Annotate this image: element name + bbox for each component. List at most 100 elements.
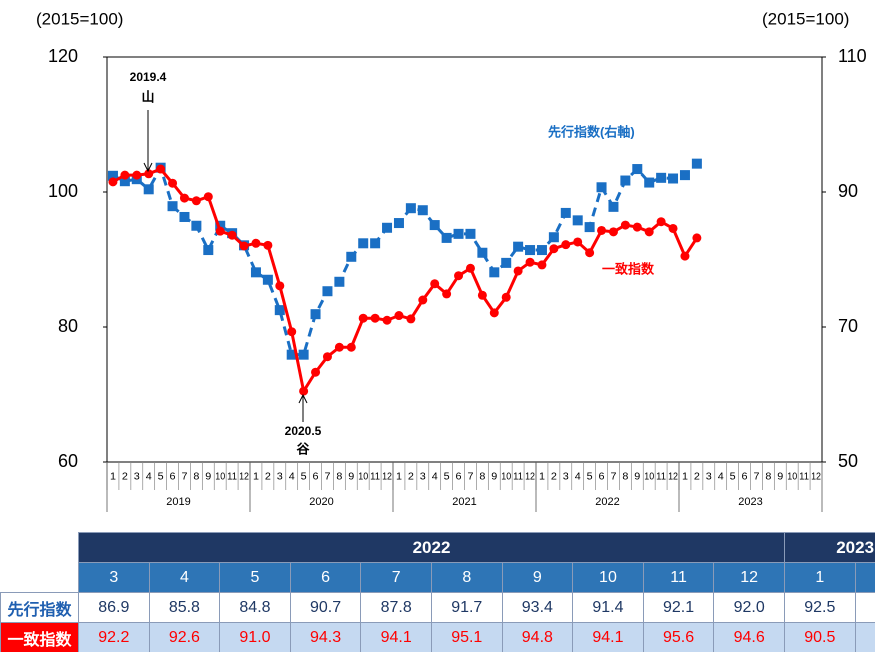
cell: 94.8 [501, 622, 574, 652]
arrow-head [298, 393, 308, 404]
table-wrap: 20222023345678910111212先行指数86.985.884.89… [0, 532, 875, 652]
y-tick-label: 60 [58, 451, 78, 471]
point [549, 244, 559, 254]
blank-cell [0, 562, 79, 593]
x-tick-label: 7 [610, 472, 616, 483]
month-header: 2 [854, 562, 875, 593]
point [263, 240, 273, 250]
x-tick-label: 6 [170, 472, 176, 483]
point [346, 251, 357, 262]
point [442, 289, 452, 299]
point [322, 352, 332, 362]
point [132, 170, 142, 180]
x-tick-label: 10 [215, 472, 225, 483]
point [203, 192, 213, 202]
x-tick-label: 8 [622, 472, 628, 483]
year-label: 2020 [309, 496, 333, 508]
year-header: 2022 [77, 532, 786, 563]
point [584, 222, 595, 233]
month-header: 10 [572, 562, 644, 593]
year-label: 2019 [166, 496, 190, 508]
x-tick-label: 4 [718, 472, 724, 483]
blank-cell [0, 532, 79, 563]
point [119, 176, 130, 187]
point [382, 315, 392, 325]
point [334, 276, 345, 287]
point [489, 308, 499, 318]
cell: 84.8 [219, 592, 291, 623]
point [108, 177, 118, 187]
point [608, 201, 619, 212]
month-header: 6 [289, 562, 362, 593]
x-tick-label: 12 [382, 472, 392, 483]
x-tick-label: 5 [444, 472, 450, 483]
month-header: 8 [430, 562, 503, 593]
cell: 90.7 [289, 592, 362, 623]
point [692, 233, 702, 243]
point [311, 367, 321, 377]
x-tick-label: 3 [706, 472, 712, 483]
point [310, 309, 321, 320]
point [454, 271, 464, 281]
data-row: 先行指数 86.9 85.8 84.8 90.7 87.8 91.7 93.4 91.4 92.1… [0, 592, 875, 623]
x-tick-label: 3 [277, 472, 283, 483]
x-tick-label: 5 [158, 472, 164, 483]
point [453, 228, 464, 239]
cell: 92.1 [642, 592, 715, 623]
cell: 85.8 [148, 592, 221, 623]
point [668, 173, 679, 184]
y2-tick-label: 50 [838, 451, 858, 471]
x-tick-label: 6 [313, 472, 319, 483]
point [275, 281, 285, 291]
x-tick-label: 10 [501, 472, 511, 483]
x-tick-label: 1 [396, 472, 402, 483]
point [382, 222, 393, 233]
point [393, 218, 404, 229]
x-tick-label: 4 [432, 472, 438, 483]
point [644, 227, 654, 237]
x-tick-label: 7 [467, 472, 473, 483]
point [572, 215, 583, 226]
point [322, 286, 333, 297]
x-tick-label: 10 [358, 472, 368, 483]
series-label: 先行指数(右軸) [548, 124, 635, 139]
x-tick-label: 2 [408, 472, 414, 483]
point [406, 314, 416, 324]
x-tick-label: 4 [575, 472, 581, 483]
cell: 95.1 [430, 622, 503, 652]
year-label: 2022 [595, 496, 619, 508]
x-tick-label: 12 [239, 472, 249, 483]
point [560, 207, 571, 218]
point [525, 245, 536, 256]
point [370, 238, 381, 249]
point [334, 342, 344, 352]
cell: 94.3 [289, 622, 362, 652]
point [167, 201, 178, 212]
x-tick-label: 4 [146, 472, 152, 483]
x-tick-label: 5 [301, 472, 307, 483]
cell: 94.1 [572, 622, 644, 652]
month-header: 1 [784, 562, 856, 593]
point [632, 222, 642, 232]
cell: 93.4 [501, 592, 574, 623]
x-tick-label: 11 [656, 472, 666, 483]
year-label: 2021 [452, 496, 476, 508]
x-tick-label: 4 [289, 472, 295, 483]
point [644, 177, 655, 188]
point [536, 245, 547, 256]
row-label: 先行指数 [0, 592, 79, 623]
y-tick-label: 100 [48, 181, 78, 201]
x-tick-label: 8 [336, 472, 342, 483]
point [477, 247, 488, 258]
month-header: 5 [219, 562, 291, 593]
cell: 90.5 [784, 622, 856, 652]
point [680, 251, 690, 261]
point [417, 205, 428, 216]
point [561, 240, 571, 250]
point [168, 178, 178, 188]
x-tick-label: 6 [599, 472, 605, 483]
y2-tick-label: 70 [838, 316, 858, 336]
data-row: 一致指数 92.2 92.6 91.0 94.3 94.1 95.1 94.8 94.1 95.6… [0, 622, 875, 652]
